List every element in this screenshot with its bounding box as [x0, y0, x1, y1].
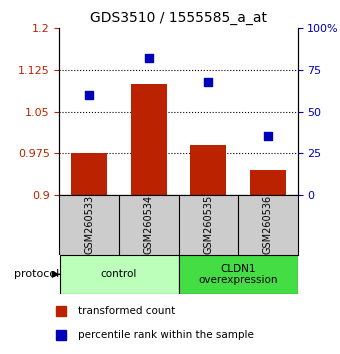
- Text: GSM260534: GSM260534: [144, 195, 154, 255]
- Bar: [250, 170, 286, 195]
- Bar: [71, 153, 107, 195]
- Point: [265, 134, 271, 139]
- Text: GSM260536: GSM260536: [263, 195, 273, 255]
- Point: [205, 79, 211, 84]
- Text: control: control: [101, 269, 137, 279]
- Point: [146, 56, 152, 61]
- Point: [86, 92, 92, 98]
- Title: GDS3510 / 1555585_a_at: GDS3510 / 1555585_a_at: [90, 11, 267, 24]
- Text: CLDN1
overexpression: CLDN1 overexpression: [198, 263, 278, 285]
- Text: GSM260535: GSM260535: [203, 195, 213, 255]
- Bar: [190, 145, 226, 195]
- Text: protocol: protocol: [14, 269, 59, 279]
- Bar: [131, 84, 167, 195]
- Text: percentile rank within the sample: percentile rank within the sample: [78, 330, 254, 339]
- Bar: [178, 255, 298, 294]
- Text: GSM260533: GSM260533: [84, 195, 94, 255]
- Bar: [59, 255, 178, 294]
- Text: transformed count: transformed count: [78, 306, 175, 316]
